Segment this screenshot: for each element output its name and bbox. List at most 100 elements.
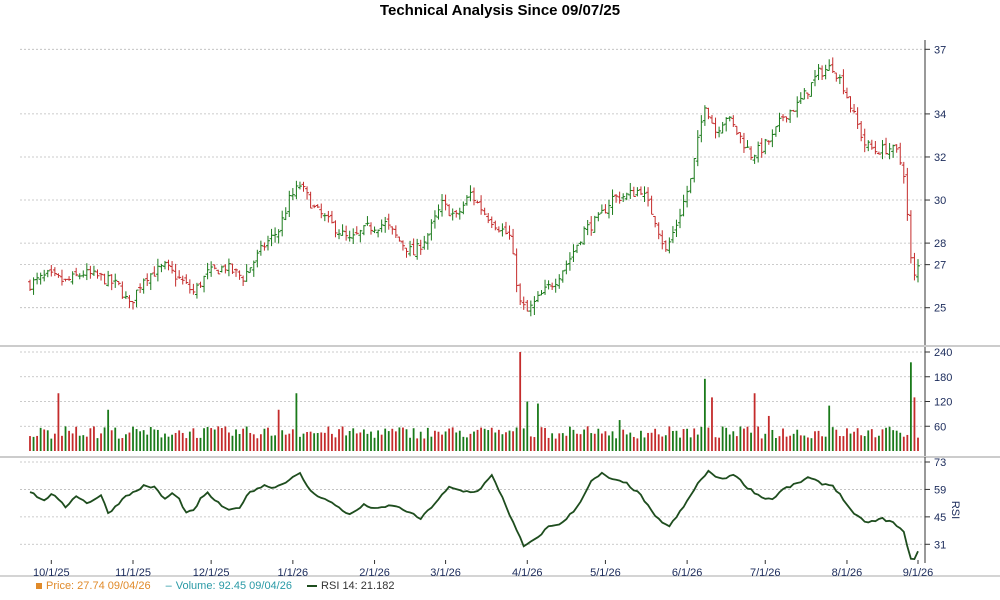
volume-bar [728, 434, 731, 451]
price-candle [670, 226, 675, 243]
volume-bar [295, 393, 298, 451]
volume-bar [529, 436, 532, 451]
volume-bar [309, 431, 312, 451]
price-candle [276, 229, 281, 244]
volume-bar [217, 426, 220, 451]
price-candle [535, 291, 540, 303]
x-tick-label: 1/1/26 [278, 567, 309, 579]
price-legend-marker [36, 583, 42, 590]
price-candle [734, 125, 739, 136]
volume-bar [558, 433, 561, 451]
volume-bar [398, 427, 401, 451]
volume-bar [853, 431, 855, 451]
volume-bar [867, 430, 870, 451]
price-candle [365, 216, 370, 226]
price-candle [42, 269, 47, 282]
volume-bar [117, 438, 120, 451]
volume-bar [643, 437, 646, 451]
price-candle [816, 64, 821, 81]
volume-bar [394, 431, 397, 451]
volume-bar [771, 429, 774, 451]
price-candle [411, 238, 416, 256]
price-candle [88, 265, 93, 279]
price-candle [202, 275, 207, 293]
volume-bar [377, 430, 379, 451]
price-candle [884, 137, 889, 155]
volume-bar [569, 426, 571, 451]
price-candle [180, 275, 185, 285]
volume-bar [473, 431, 475, 451]
price-candle [777, 112, 782, 132]
volume-bar [242, 428, 245, 451]
price-candle [109, 274, 114, 291]
volume-bar [313, 433, 316, 451]
price-candle [844, 87, 849, 99]
price-candle [908, 210, 913, 264]
price-candle [425, 233, 430, 250]
volume-bar [110, 430, 113, 451]
price-candle [894, 144, 899, 153]
volume-bar [686, 428, 689, 451]
price-tick-label: 28 [934, 238, 946, 250]
volume-bar [302, 433, 305, 451]
volume-bar [284, 434, 287, 451]
price-candle [106, 270, 111, 287]
price-candle [255, 249, 260, 268]
price-candle [503, 221, 508, 235]
price-candle [638, 186, 643, 195]
volume-bar [750, 432, 752, 451]
volume-bar [171, 434, 173, 451]
price-panel [28, 57, 920, 317]
volume-bar [732, 431, 735, 451]
volume-bar [412, 428, 415, 451]
volume-bar [515, 427, 518, 451]
price-candle [219, 265, 224, 273]
price-candle [560, 270, 565, 283]
volume-bar [888, 426, 891, 451]
volume-bar [149, 426, 152, 451]
price-candle [138, 283, 143, 294]
volume-bar [547, 437, 550, 451]
price-candle [333, 220, 338, 238]
volume-bar [537, 403, 539, 451]
price-candle [28, 279, 32, 291]
rsi-panel [29, 469, 919, 561]
price-candle [198, 281, 203, 288]
price-candle [205, 262, 210, 280]
price-candle [429, 219, 434, 241]
volume-bar [245, 426, 248, 451]
volume-bar [132, 426, 134, 451]
volume-bar [675, 430, 678, 451]
price-candle [120, 281, 125, 299]
price-candle [454, 209, 459, 218]
volume-bar [849, 433, 852, 451]
price-candle [404, 247, 409, 258]
volume-bar [323, 432, 326, 451]
price-candle [603, 204, 608, 214]
volume-bar [203, 428, 205, 451]
volume-bar [625, 434, 628, 451]
price-candle [422, 235, 427, 250]
x-tick-label: 11/1/25 [115, 567, 151, 579]
price-candle [866, 140, 871, 152]
volume-bar [125, 434, 127, 451]
price-candle [166, 259, 171, 271]
price-candle [798, 92, 803, 104]
x-tick-label: 10/1/25 [33, 567, 70, 579]
volume-bar [899, 432, 902, 451]
volume-bar [629, 432, 632, 451]
volume-bar [206, 426, 209, 451]
volume-bar [490, 427, 493, 451]
price-candle [315, 204, 320, 208]
volume-bar [462, 436, 465, 451]
volume-bar [299, 436, 301, 451]
price-candle [102, 273, 107, 285]
volume-bar [46, 430, 49, 451]
volume-bar [128, 432, 131, 451]
volume-bar [672, 430, 674, 451]
price-candle [752, 154, 757, 164]
price-candle [528, 300, 533, 317]
volume-bar [586, 426, 589, 451]
price-candle [848, 96, 853, 113]
volume-legend-marker: – [165, 580, 172, 592]
